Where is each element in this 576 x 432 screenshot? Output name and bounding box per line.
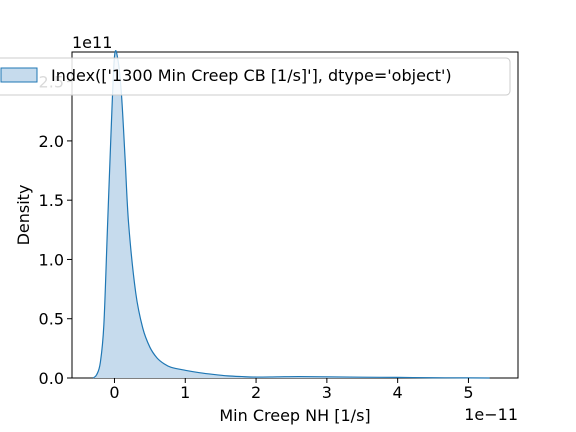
y-tick-label: 2.0 bbox=[39, 132, 64, 151]
y-tick-label: 1.5 bbox=[39, 191, 64, 210]
legend: Index(['1300 Min Creep CB [1/s]'], dtype… bbox=[0, 57, 511, 96]
x-tick-label: 5 bbox=[463, 383, 473, 402]
x-axis-label: Min Creep NH [1/s] bbox=[219, 406, 370, 425]
y-axis-ticks: 0.00.51.01.52.02.5 bbox=[39, 73, 72, 388]
x-tick-label: 0 bbox=[109, 383, 119, 402]
x-tick-label: 1 bbox=[180, 383, 190, 402]
x-tick-label: 4 bbox=[393, 383, 403, 402]
y-tick-label: 1.0 bbox=[39, 250, 64, 269]
y-tick-label: 0.5 bbox=[39, 310, 64, 329]
density-area bbox=[93, 50, 490, 379]
x-axis-ticks: 0 1 2 3 4 5 bbox=[109, 378, 474, 402]
y-axis-label: Density bbox=[14, 185, 33, 246]
legend-swatch bbox=[0, 67, 38, 83]
y-scale-offset-label: 1e11 bbox=[72, 33, 112, 52]
y-tick-label: 0.0 bbox=[39, 369, 64, 388]
density-line bbox=[92, 50, 490, 379]
x-tick-label: 3 bbox=[322, 383, 332, 402]
legend-box bbox=[0, 57, 511, 96]
x-tick-label: 2 bbox=[251, 383, 261, 402]
legend-label: Index(['1300 Min Creep CB [1/s]'], dtype… bbox=[51, 66, 452, 85]
x-scale-offset-label: 1e−11 bbox=[464, 405, 518, 424]
